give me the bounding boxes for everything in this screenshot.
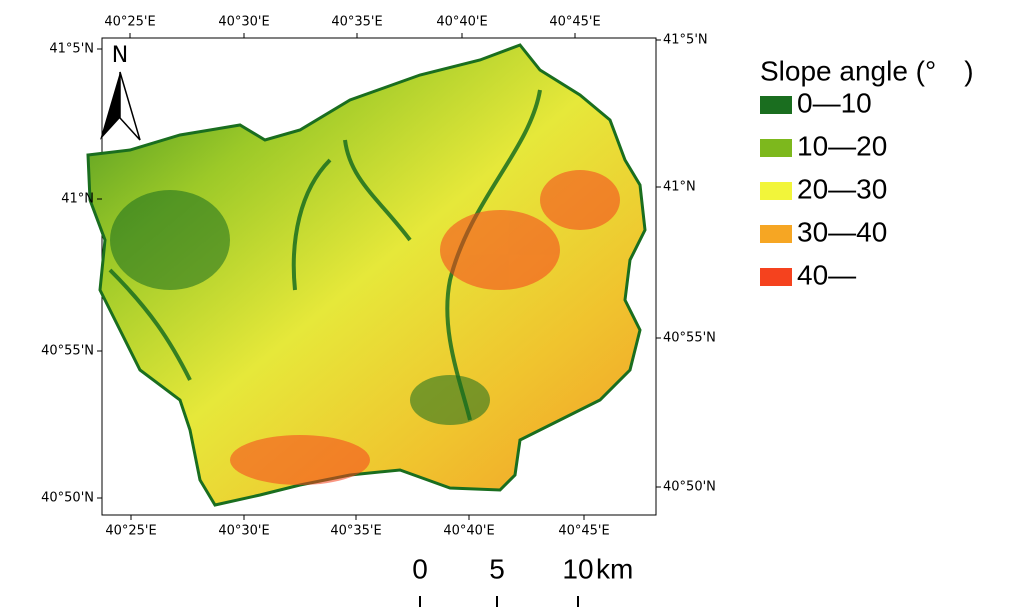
top-tick-label: 40°40'E: [436, 15, 487, 30]
top-tick-label: 40°45'E: [549, 15, 600, 30]
bottom-tick-label: 40°35'E: [330, 524, 381, 539]
left-tick-label: 40°50'N: [41, 491, 94, 506]
legend-swatch: [760, 225, 792, 243]
right-tick-label: 40°55'N: [663, 331, 716, 346]
legend-title: Slope angle (° ): [760, 55, 974, 86]
legend-swatch: [760, 268, 792, 286]
right-tick-label: 41°N: [663, 180, 696, 195]
map-figure: N 40°25'E 40°30'E 40°35'E 40°40'E 40°45'E 40°…: [0, 0, 1017, 607]
legend-label: 30—40: [797, 216, 887, 247]
bottom-tick-label: 40°45'E: [558, 524, 609, 539]
left-tick-label: 41°N: [61, 192, 94, 207]
north-arrow: [100, 72, 140, 140]
top-tick-label: 40°30'E: [218, 15, 269, 30]
legend-label: 0—10: [797, 87, 872, 118]
top-tick-label: 40°25'E: [104, 15, 155, 30]
right-tick-label: 41°5'N: [663, 33, 708, 48]
legend-label: 40—: [797, 259, 856, 290]
legend-swatch: [760, 139, 792, 157]
legend-label: 10—20: [797, 130, 887, 161]
top-tick-label: 40°35'E: [331, 15, 382, 30]
left-tick-label: 40°55'N: [41, 344, 94, 359]
north-label: N: [112, 43, 128, 68]
bottom-tick-label: 40°40'E: [443, 524, 494, 539]
scale-unit: km: [596, 553, 633, 584]
scale-label: 5: [489, 553, 505, 584]
legend-swatch: [760, 96, 792, 114]
bottom-tick-label: 40°30'E: [218, 524, 269, 539]
legend-label: 20—30: [797, 173, 887, 204]
left-tick-label: 41°5'N: [49, 42, 94, 57]
right-tick-label: 40°50'N: [663, 480, 716, 495]
legend-swatch: [760, 182, 792, 200]
page: {"map": { "axes": { "top": ["40°25'E", "…: [0, 0, 1017, 607]
scale-label: 0: [412, 553, 428, 584]
bottom-tick-label: 40°25'E: [105, 524, 156, 539]
scale-label: 10: [562, 553, 593, 584]
